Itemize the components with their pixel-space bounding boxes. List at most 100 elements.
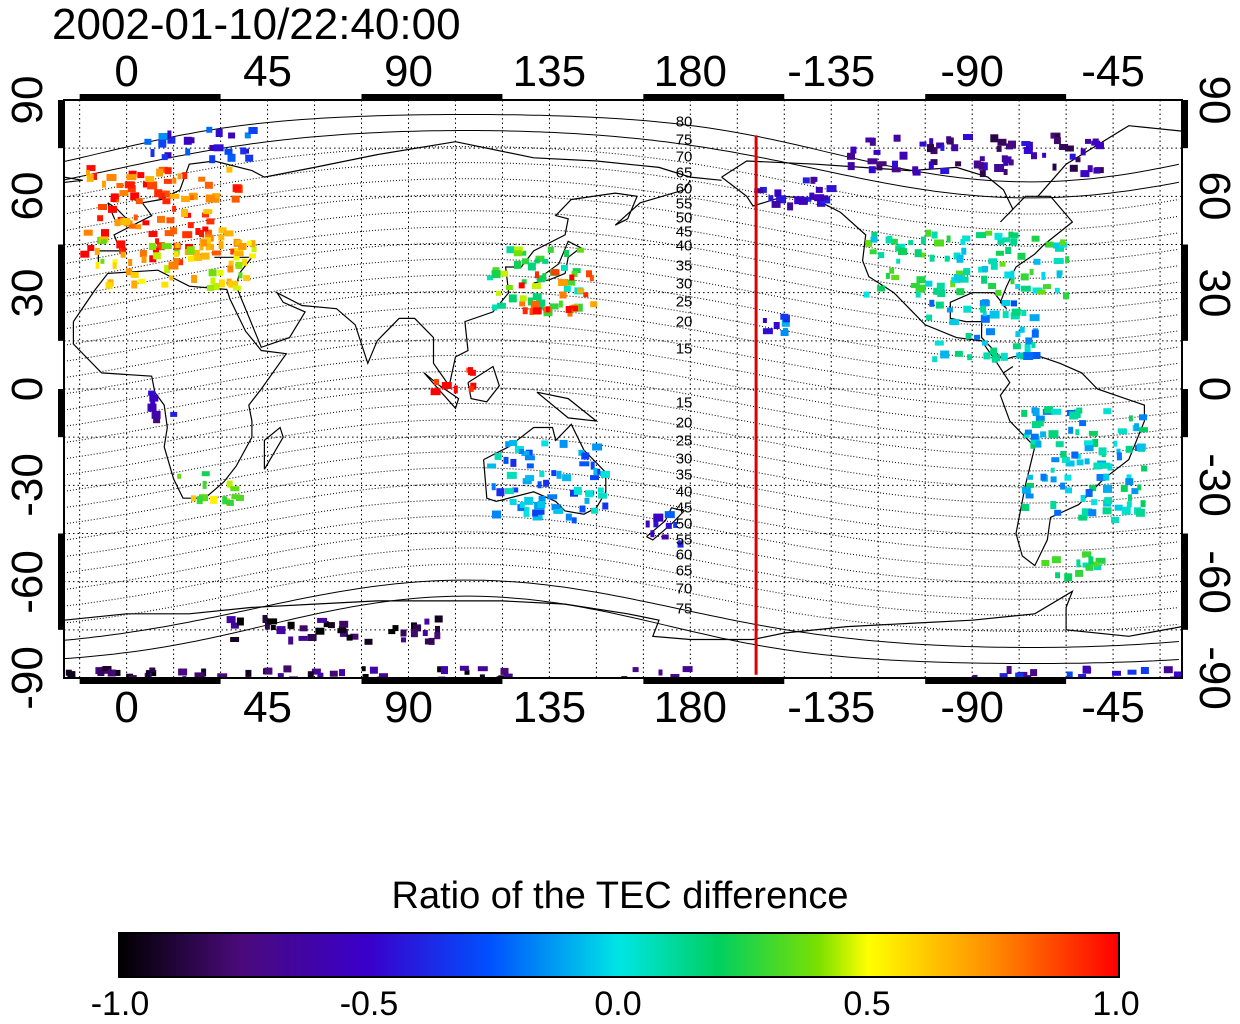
tec-cell-central-america [965, 333, 972, 339]
tec-cell-east-asia [492, 304, 498, 311]
tec-cell-south-america [1081, 508, 1092, 517]
tec-cell-europe [137, 172, 145, 179]
tec-cell-patagonia [1051, 556, 1061, 564]
tec-cell-east-asia [547, 246, 554, 253]
tec-cell-antarctica-south [503, 673, 513, 678]
tec-cell-scandinavia-north [167, 130, 172, 139]
tec-cell-north-america [929, 254, 935, 262]
tec-cell-east-asia [571, 271, 578, 277]
tec-cell-north-america [1031, 235, 1040, 242]
tec-cell-south-america [1089, 485, 1097, 492]
tec-cell-south-america [1044, 406, 1054, 414]
left-lat-tick-label: 0 [3, 376, 52, 402]
tec-cell-south-america [1093, 462, 1102, 470]
tec-cell-europe [156, 168, 164, 177]
tec-cell-europe-south [169, 275, 174, 281]
tec-cell-south-america [1139, 427, 1148, 433]
tec-cell-south-america [1091, 499, 1098, 506]
tec-cell-scandinavia-north [167, 136, 176, 144]
tec-cell-south-america [1037, 420, 1044, 427]
tec-cell-europe-south [217, 269, 224, 276]
tec-cell-canada-north [946, 137, 954, 145]
magnetic-lat-label-south: 30 [675, 450, 693, 468]
tec-cell-south-america [1031, 421, 1041, 429]
tec-cell-north-america [915, 291, 921, 298]
tec-cell-antarctica-coast [364, 638, 373, 645]
tec-cell-new-zealand [645, 520, 650, 528]
tec-cell-east-asia [534, 258, 540, 264]
tec-cell-canada-north [850, 146, 857, 154]
tec-cell-australia [523, 510, 530, 517]
frame-bar-top [361, 94, 503, 100]
tec-cell-north-america [1041, 271, 1046, 280]
tec-cell-africa-south [201, 471, 210, 477]
tec-cell-north-america [936, 282, 945, 290]
tec-cell-south-america [1021, 409, 1028, 417]
magnetic-contour [64, 579, 1179, 648]
tec-cell-europe [119, 190, 129, 196]
tec-cell-europe-south [200, 252, 210, 260]
tec-cell-europe-south [243, 275, 251, 282]
tec-cell-patagonia [1082, 551, 1092, 558]
tec-cell-australia [506, 471, 517, 479]
tec-cell-europe-south [174, 243, 180, 248]
right-lat-tick-label: 30 [1190, 268, 1239, 318]
tec-cell-australia [524, 507, 530, 515]
tec-cell-antarctica-coast [435, 625, 440, 634]
tec-cell-south-america [1103, 473, 1110, 481]
tec-cell-australia [559, 439, 568, 448]
tec-cell-scandinavia-north [240, 147, 247, 155]
tec-cell-north-america [950, 280, 956, 288]
tec-cell-europe [116, 183, 124, 188]
tec-cell-south-america [1075, 429, 1080, 436]
tec-cell-africa-central [150, 398, 156, 407]
tec-cell-canada-north [951, 144, 959, 152]
tec-cell-australia [537, 506, 545, 515]
tec-cell-north-america [976, 232, 986, 239]
tec-cell-antarctica-south-west [1015, 672, 1024, 678]
tec-cell-north-america [889, 267, 895, 274]
tec-cell-patagonia [1081, 551, 1086, 558]
tec-cell-europe-south [238, 243, 247, 250]
tec-cell-antarctica-south [362, 674, 369, 678]
tec-cell-canada-north [912, 166, 919, 174]
bottom-lon-tick-label: 135 [512, 683, 587, 732]
tec-cell-antarctica-south [217, 673, 228, 678]
tec-cell-europe-south [235, 261, 243, 269]
tec-cell-north-america [925, 229, 932, 237]
tec-cell-australia [593, 468, 598, 475]
tec-cell-japan [519, 301, 526, 307]
tec-cell-europe [116, 240, 126, 249]
magnetic-lat-label-south: 25 [675, 432, 693, 450]
tec-cell-south-america [1136, 443, 1146, 451]
tec-cell-antarctica-south-west [1140, 667, 1149, 674]
tec-cell-south-america [1128, 494, 1132, 502]
tec-cell-central-america [1032, 352, 1041, 359]
tec-cell-canada-north [1053, 137, 1061, 145]
tec-cell-europe [148, 231, 158, 237]
tec-cell-central-america [979, 300, 990, 307]
tec-cell-antarctica-coast [327, 622, 335, 629]
tec-cell-south-america [1084, 458, 1090, 465]
top-lon-tick-label: -45 [1081, 47, 1145, 96]
tec-cell-north-america [1010, 232, 1019, 239]
tec-cell-antarctica-south-west [1127, 669, 1137, 675]
tec-cell-japan [535, 271, 539, 279]
tec-cell-europe [119, 247, 124, 254]
tec-cell-central-america [926, 314, 933, 321]
frame-bar-left [58, 533, 64, 630]
tec-cell-europe [126, 174, 137, 181]
magnetic-contour [64, 178, 1179, 247]
tec-cell-africa-south [177, 473, 182, 479]
tec-cell-europe-south [100, 239, 107, 245]
tec-cell-north-america [960, 239, 966, 245]
tec-cell-europe-south [201, 239, 207, 247]
tec-cell-scandinavia-north [158, 139, 167, 148]
magnetic-lat-label-north: 45 [675, 223, 693, 241]
tec-cell-north-america [953, 274, 963, 281]
magnetic-lat-label-south: 20 [675, 414, 693, 432]
tec-cell-canada-north [867, 158, 878, 165]
tec-cell-australia [519, 449, 525, 454]
tec-cell-australia [510, 458, 517, 467]
tec-cell-canada-north [1091, 140, 1101, 146]
